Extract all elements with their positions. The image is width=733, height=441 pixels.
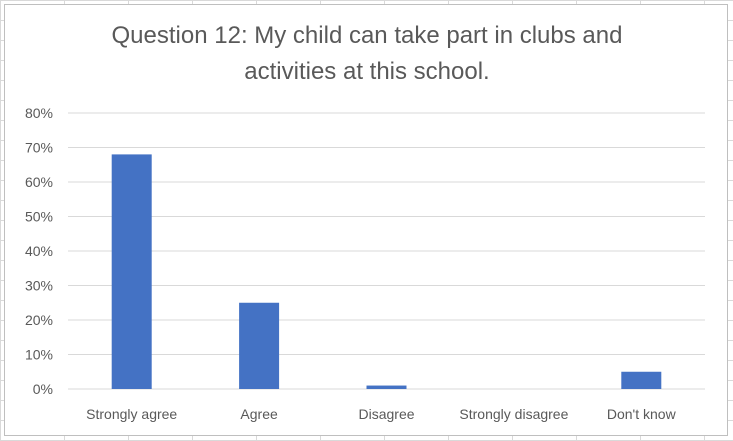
x-tick-label: Strongly agree — [86, 406, 177, 422]
y-tick-label: 0% — [33, 381, 53, 397]
chart-title-line-2: activities at this school. — [244, 58, 490, 85]
chart-title-line-1: Question 12: My child can take part in c… — [111, 22, 623, 49]
y-tick-label: 30% — [25, 278, 53, 294]
y-tick-label: 40% — [25, 243, 53, 259]
bar — [366, 385, 407, 389]
y-tick-label: 80% — [25, 105, 53, 121]
chart-title: Question 12: My child can take part in c… — [0, 18, 733, 90]
bar — [621, 371, 662, 389]
y-tick-label: 10% — [25, 347, 53, 363]
bar — [111, 154, 152, 389]
y-tick-label: 50% — [25, 209, 53, 225]
x-tick-label: Agree — [240, 406, 278, 422]
x-tick-label: Don't know — [607, 406, 677, 422]
y-tick-label: 70% — [25, 140, 53, 156]
y-tick-label: 60% — [25, 174, 53, 190]
y-tick-label: 20% — [25, 312, 53, 328]
x-tick-label: Disagree — [358, 406, 414, 422]
x-tick-label: Strongly disagree — [459, 406, 568, 422]
bar — [239, 302, 280, 389]
